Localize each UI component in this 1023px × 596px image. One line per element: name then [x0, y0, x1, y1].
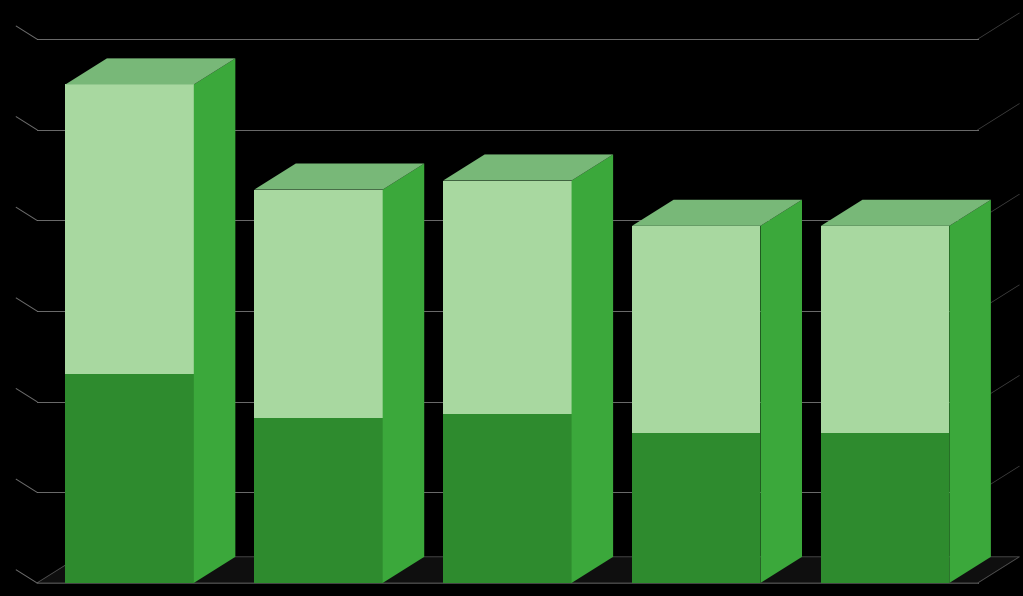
Polygon shape [443, 181, 572, 414]
Polygon shape [820, 433, 949, 583]
Polygon shape [255, 190, 383, 418]
Polygon shape [37, 557, 1019, 583]
Polygon shape [632, 200, 802, 226]
Polygon shape [65, 85, 193, 374]
Polygon shape [572, 154, 613, 583]
Polygon shape [255, 418, 383, 583]
Polygon shape [760, 200, 802, 583]
Polygon shape [443, 414, 572, 583]
Polygon shape [632, 226, 760, 433]
Polygon shape [820, 226, 949, 433]
Polygon shape [383, 163, 425, 583]
Polygon shape [65, 374, 193, 583]
Polygon shape [949, 200, 991, 583]
Polygon shape [632, 433, 760, 583]
Polygon shape [820, 200, 991, 226]
Polygon shape [65, 58, 235, 85]
Polygon shape [443, 154, 613, 181]
Polygon shape [193, 58, 235, 583]
Polygon shape [255, 163, 425, 190]
